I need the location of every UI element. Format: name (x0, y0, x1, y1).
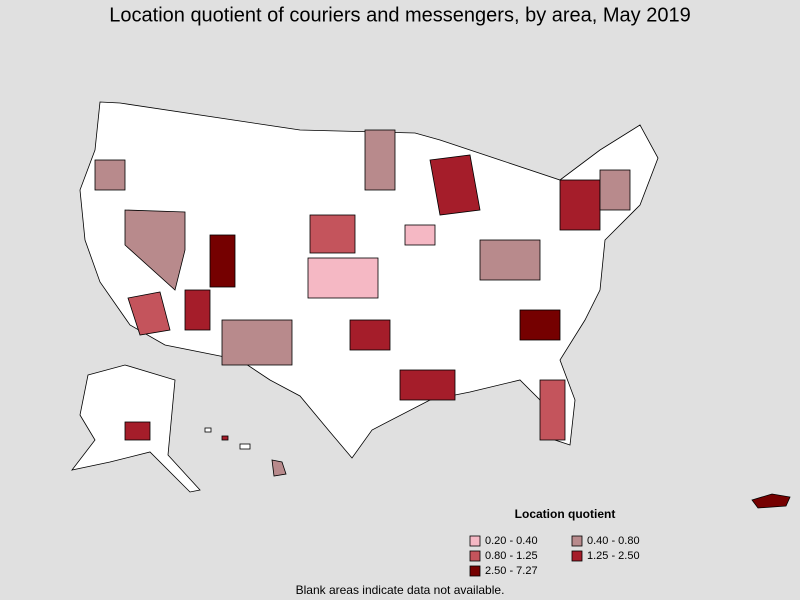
region (364, 129, 396, 191)
legend-label: 0.40 - 0.80 (587, 535, 640, 547)
legend-label: 0.80 - 1.25 (485, 550, 538, 562)
region (124, 209, 186, 291)
hawaii-island (204, 427, 212, 433)
legend-swatch (469, 565, 481, 577)
footnote: Blank areas indicate data not available. (296, 583, 505, 597)
region (124, 421, 151, 441)
puerto-rico (751, 493, 791, 509)
legend-swatch (469, 535, 481, 547)
region (479, 239, 541, 281)
legend-label: 0.20 - 0.40 (485, 535, 538, 547)
region (599, 169, 631, 211)
legend-label: 1.25 - 2.50 (587, 550, 640, 562)
region (539, 379, 566, 441)
region (209, 234, 236, 288)
region (309, 214, 356, 254)
region (399, 369, 456, 401)
legend-title: Location quotient (515, 507, 616, 521)
legend-swatch (571, 535, 583, 547)
region (184, 289, 211, 331)
legend-swatch (571, 550, 583, 562)
region (94, 159, 126, 191)
hawaii-island (221, 435, 229, 441)
region (429, 154, 481, 216)
legend: Location quotient 0.20 - 0.40 0.40 - 0.80… (469, 507, 640, 577)
hawaii (271, 459, 287, 477)
region (559, 179, 601, 231)
region (221, 319, 293, 366)
hawaii-island (239, 443, 251, 450)
region (127, 291, 171, 336)
region (519, 309, 561, 341)
region (349, 319, 391, 351)
legend-label: 2.50 - 7.27 (485, 565, 538, 577)
map-title: Location quotient of couriers and messen… (109, 4, 690, 26)
map (71, 101, 791, 509)
region (307, 257, 379, 299)
legend-swatch (469, 550, 481, 562)
region (404, 224, 436, 246)
